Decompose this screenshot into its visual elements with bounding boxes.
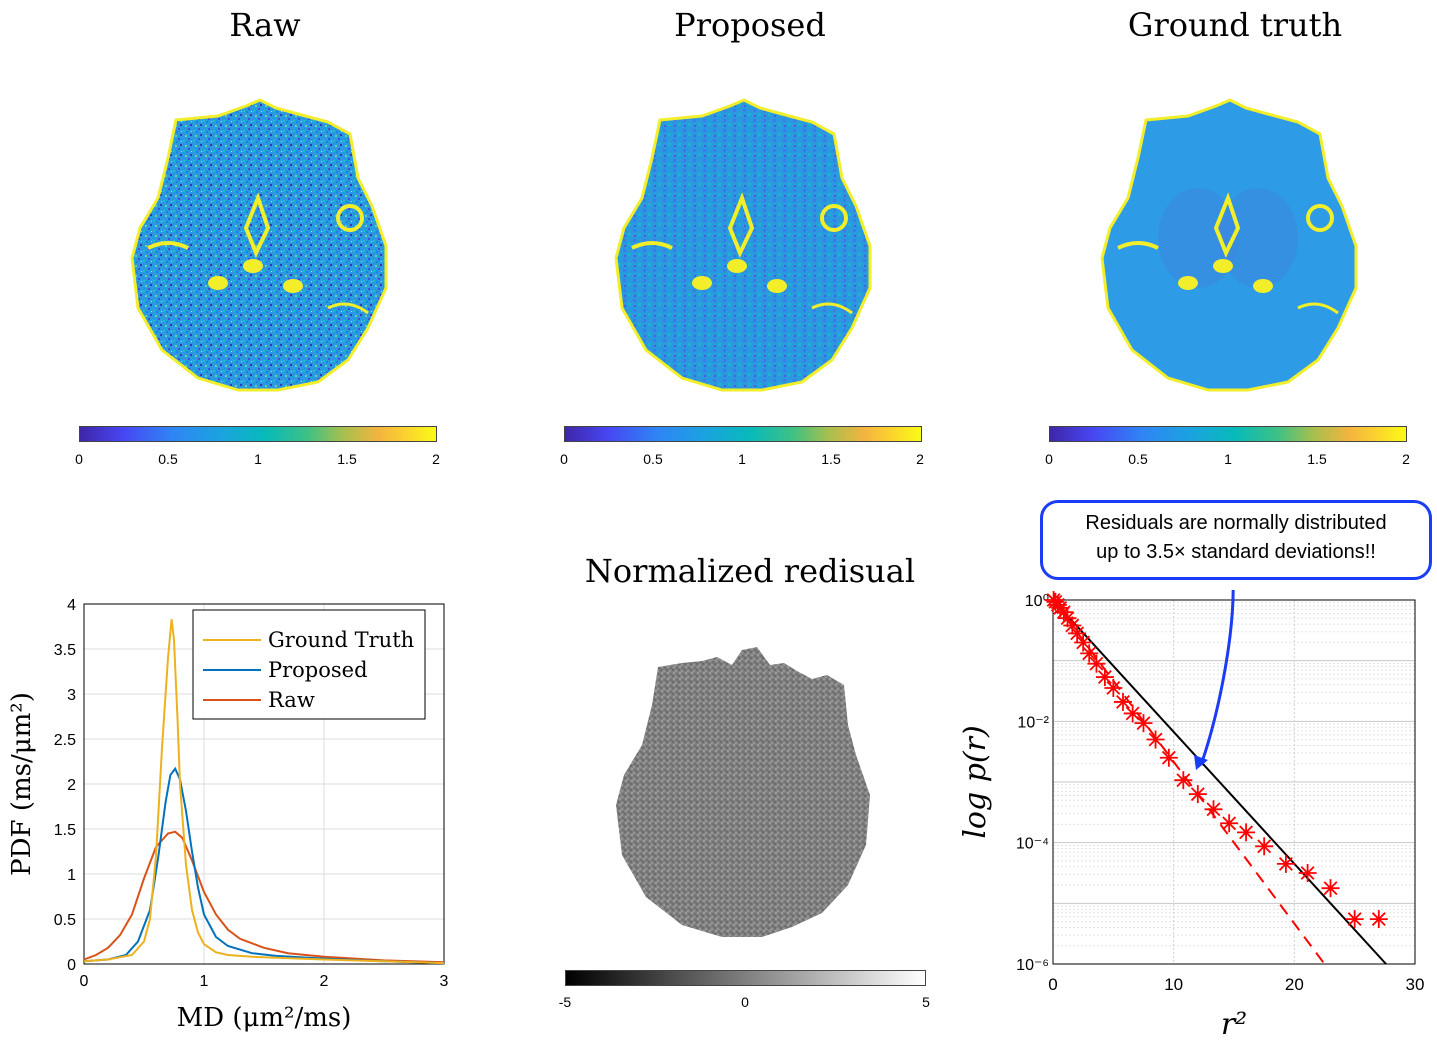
- colorbar-ground-truth-tick: 0.5: [1128, 451, 1148, 467]
- residual-star-marker: [1321, 879, 1340, 898]
- pdf-legend-label: Raw: [268, 688, 315, 712]
- pdf-chart: 0 1 2 3 0 0.5 1 1.5 2 2.5 3 3.5 4 Ground Truth Propos…: [7, 597, 449, 1033]
- title-raw: Raw: [229, 6, 301, 44]
- pdf-xtick-label: 1: [200, 973, 209, 990]
- residual-xtick-label: 0: [1048, 975, 1057, 994]
- brain-map-ground-truth: [1100, 98, 1358, 392]
- pdf-xtick-label: 0: [80, 973, 89, 990]
- pdf-ytick-label: 4: [67, 597, 76, 614]
- colorbar-residual-tick: 0: [741, 994, 749, 1010]
- residual-ytick-label: 10⁰: [1025, 593, 1049, 610]
- colorbar-proposed-tick: 1.5: [821, 451, 841, 467]
- callout-box: Residuals are normally distributed up to…: [1040, 500, 1432, 580]
- pdf-ytick-label: 0.5: [54, 912, 76, 929]
- colorbar-raw-tick: 1.5: [337, 451, 357, 467]
- residual-star-marker: [1345, 910, 1364, 929]
- residual-star-marker: [1104, 678, 1123, 697]
- gaussian-reference-line: [1052, 599, 1387, 965]
- colorbar-proposed-tick: 0: [560, 451, 568, 467]
- residual-star-marker: [1298, 864, 1317, 882]
- pdf-plot-frame: [83, 603, 445, 965]
- residual-ylabel: log p(r): [958, 725, 993, 838]
- pdf-ytick-label: 2.5: [54, 732, 76, 749]
- colorbar-proposed-tick: 1: [738, 451, 746, 467]
- colorbar-proposed: [564, 426, 922, 442]
- residual-star-marker: [1068, 624, 1087, 643]
- colorbar-ground-truth-tick: 0: [1045, 451, 1053, 467]
- residual-star-marker: [1188, 785, 1207, 804]
- residual-star-marker: [1087, 654, 1106, 673]
- pdf-xtick-label: 3: [440, 973, 449, 990]
- pdf-series-line: [83, 830, 445, 964]
- residual-star-marker: [1369, 910, 1388, 929]
- residual-star-marker: [1080, 644, 1099, 663]
- pdf-series-line: [83, 619, 445, 965]
- residual-pdf-chart: 0 10 20 30 10⁰ 10⁻² 10⁻⁴ 10⁻⁶ log p(r) r²: [958, 590, 1425, 1042]
- residual-xlabel: r²: [1221, 1007, 1247, 1042]
- residual-star-marker: [1276, 854, 1295, 873]
- residual-star-marker: [1204, 800, 1223, 819]
- residual-xtick-label: 30: [1406, 975, 1425, 994]
- residual-star-marker: [1255, 837, 1274, 856]
- pdf-legend-label: Ground Truth: [268, 628, 414, 652]
- residual-star-marker: [1146, 730, 1165, 749]
- residual-ytick-label: 10⁻⁶: [1016, 957, 1049, 974]
- residual-star-marker: [1095, 668, 1114, 687]
- colorbar-raw-tick: 0.5: [158, 451, 178, 467]
- brain-map-raw: [130, 98, 388, 392]
- pdf-ytick-label: 3.5: [54, 642, 76, 659]
- colorbar-ground-truth-tick: 1: [1224, 451, 1232, 467]
- pdf-ytick-label: 2: [67, 777, 76, 794]
- pdf-series-line: [83, 766, 445, 965]
- colorbar-raw-tick: 0: [75, 451, 83, 467]
- pdf-xtick-label: 2: [320, 973, 329, 990]
- pdf-ytick-label: 3: [67, 687, 76, 704]
- pdf-ylabel: PDF (ms/μm²): [7, 692, 37, 876]
- residual-star-marker: [1134, 714, 1153, 733]
- colorbar-residual: [565, 970, 926, 986]
- title-proposed: Proposed: [674, 6, 826, 44]
- brain-map-proposed: [614, 98, 872, 392]
- colorbar-ground-truth: [1049, 426, 1407, 442]
- pdf-ytick-label: 1: [67, 867, 76, 884]
- colorbar-raw: [79, 426, 437, 442]
- pdf-xlabel: MD (μm²/ms): [177, 1003, 352, 1033]
- colorbar-proposed-tick: 2: [916, 451, 924, 467]
- residual-xtick-label: 10: [1164, 975, 1183, 994]
- title-residual: Normalized redisual: [584, 552, 916, 590]
- colorbar-residual-tick: 5: [922, 994, 930, 1010]
- residual-xtick-label: 20: [1285, 975, 1304, 994]
- colorbar-residual-tick: -5: [558, 994, 572, 1010]
- residual-star-marker: [1237, 823, 1256, 842]
- colorbar-raw-tick: 2: [432, 451, 440, 467]
- residual-star-marker: [1220, 814, 1239, 833]
- residual-star-marker: [1159, 748, 1178, 767]
- dashed-fit-line: [1052, 599, 1326, 965]
- colorbar-ground-truth-tick: 2: [1402, 451, 1410, 467]
- residual-star-marker: [1174, 771, 1193, 790]
- callout-line-2: up to 3.5× standard deviations!!: [1096, 541, 1376, 563]
- residual-ytick-label: 10⁻⁴: [1016, 836, 1049, 853]
- title-ground-truth: Ground truth: [1127, 6, 1343, 44]
- colorbar-raw-tick: 1: [254, 451, 262, 467]
- callout-line-1: Residuals are normally distributed: [1085, 512, 1387, 534]
- callout-arrow: [1199, 590, 1235, 766]
- pdf-ytick-label: 1.5: [54, 822, 76, 839]
- colorbar-proposed-tick: 0.5: [643, 451, 663, 467]
- residual-map: [616, 647, 870, 937]
- callout-arrowhead: [1194, 755, 1208, 770]
- colorbar-ground-truth-tick: 1.5: [1307, 451, 1327, 467]
- residual-ytick-label: 10⁻²: [1017, 714, 1049, 731]
- residual-star-marker: [1113, 692, 1132, 711]
- pdf-legend-label: Proposed: [268, 658, 368, 682]
- pdf-ytick-label: 0: [67, 957, 76, 974]
